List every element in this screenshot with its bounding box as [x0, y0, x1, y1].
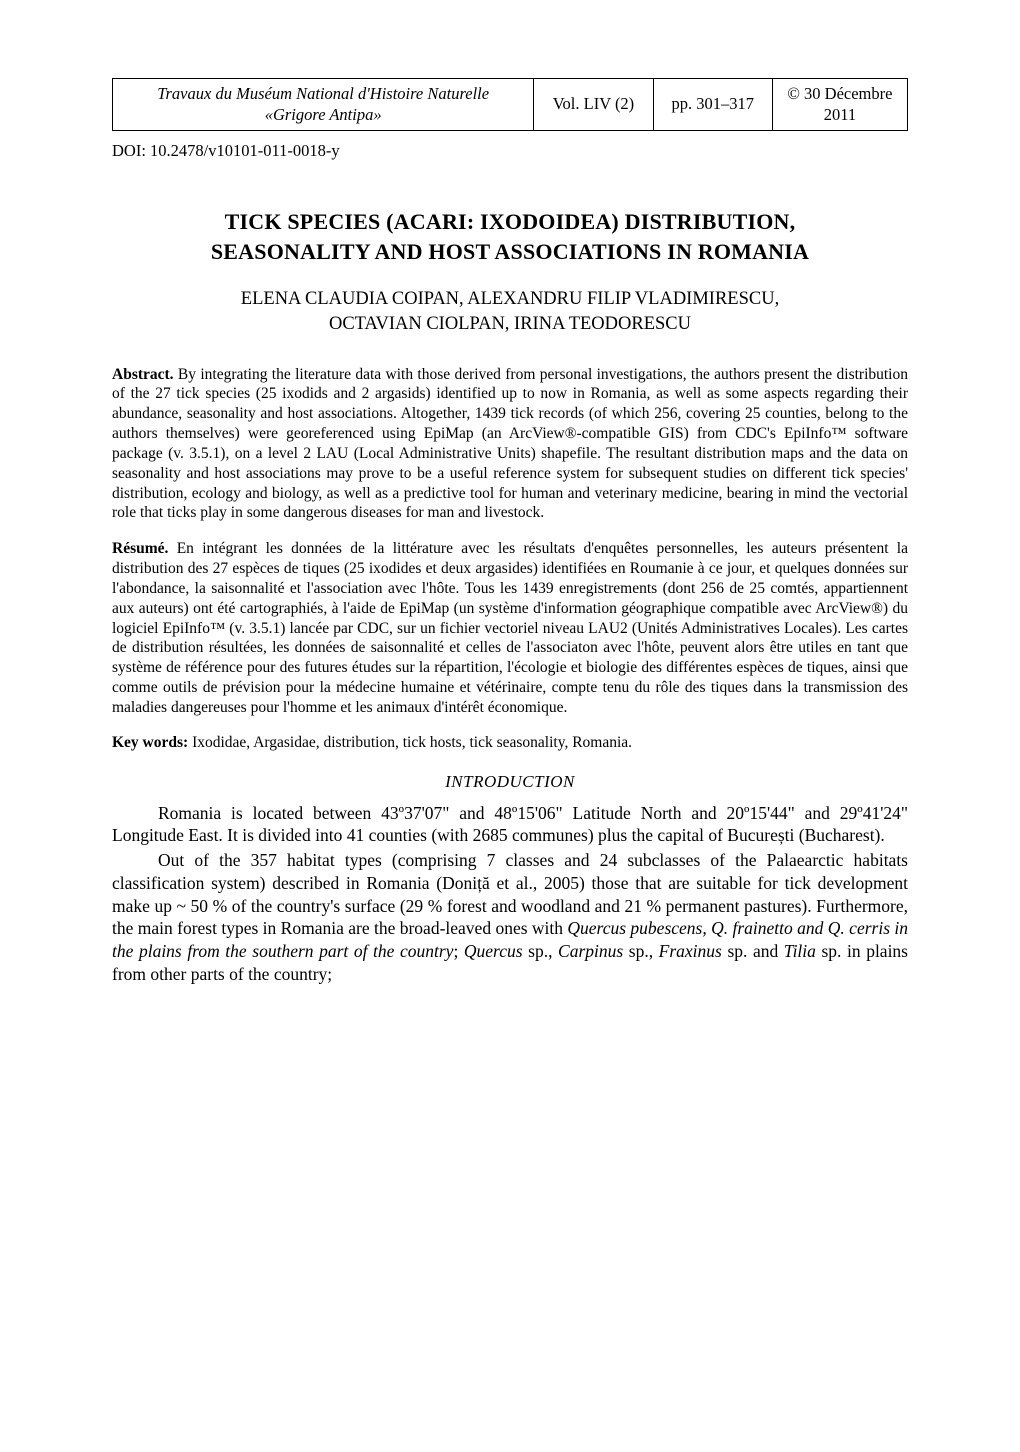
date-cell: © 30 Décembre 2011 — [772, 79, 907, 131]
article-title: TICK SPECIES (ACARI: IXODOIDEA) DISTRIBU… — [112, 207, 908, 266]
journal-name-line1: Travaux du Muséum National d'Histoire Na… — [157, 84, 489, 103]
para2-ital-5: Tilia — [784, 941, 816, 961]
volume-cell: Vol. LIV (2) — [534, 79, 653, 131]
keywords-text: Ixodidae, Argasidae, distribution, tick … — [188, 734, 632, 751]
date-line1: © 30 Décembre — [787, 84, 892, 103]
table-row: Travaux du Muséum National d'Histoire Na… — [113, 79, 908, 131]
abstract-label: Abstract. — [112, 366, 174, 383]
body-paragraph-2: Out of the 357 habitat types (comprising… — [112, 849, 908, 986]
pages-cell: pp. 301–317 — [653, 79, 772, 131]
journal-cell: Travaux du Muséum National d'Histoire Na… — [113, 79, 534, 131]
title-line1: TICK SPECIES (ACARI: IXODOIDEA) DISTRIBU… — [225, 209, 796, 234]
resume-label: Résumé. — [112, 540, 168, 557]
abstract-english: Abstract. By integrating the literature … — [112, 365, 908, 524]
body-paragraph-1: Romania is located between 43º37'07" and… — [112, 802, 908, 848]
section-heading-introduction: INTRODUCTION — [112, 772, 908, 792]
para2-ital-4: Fraxinus — [659, 941, 722, 961]
journal-name-line2: «Grigore Antipa» — [265, 105, 382, 124]
title-line2: SEASONALITY AND HOST ASSOCIATIONS IN ROM… — [211, 239, 809, 264]
pages-text: pp. 301–317 — [671, 94, 754, 113]
para2-part-d: sp., — [623, 941, 658, 961]
doi-text: DOI: 10.2478/v10101-011-0018-y — [112, 141, 908, 161]
keywords-label: Key words: — [112, 734, 188, 751]
para2-part-e: sp. and — [722, 941, 784, 961]
resume-text: En intégrant les données de la littératu… — [112, 540, 908, 716]
authors-line2: OCTAVIAN CIOLPAN, IRINA TEODORESCU — [329, 314, 691, 334]
date-line2: 2011 — [824, 105, 856, 124]
abstract-text: By integrating the literature data with … — [112, 366, 908, 522]
para2-part-b: ; — [453, 941, 463, 961]
volume-text: Vol. LIV (2) — [553, 94, 634, 113]
authors-line1: ELENA CLAUDIA COIPAN, ALEXANDRU FILIP VL… — [241, 289, 779, 309]
para2-part-c: sp., — [523, 941, 558, 961]
keywords-line: Key words: Ixodidae, Argasidae, distribu… — [112, 734, 908, 752]
author-list: ELENA CLAUDIA COIPAN, ALEXANDRU FILIP VL… — [112, 287, 908, 337]
abstract-french: Résumé. En intégrant les données de la l… — [112, 539, 908, 717]
para2-ital-2: Quercus — [464, 941, 523, 961]
para2-ital-3: Carpinus — [558, 941, 623, 961]
journal-header-table: Travaux du Muséum National d'Histoire Na… — [112, 78, 908, 131]
